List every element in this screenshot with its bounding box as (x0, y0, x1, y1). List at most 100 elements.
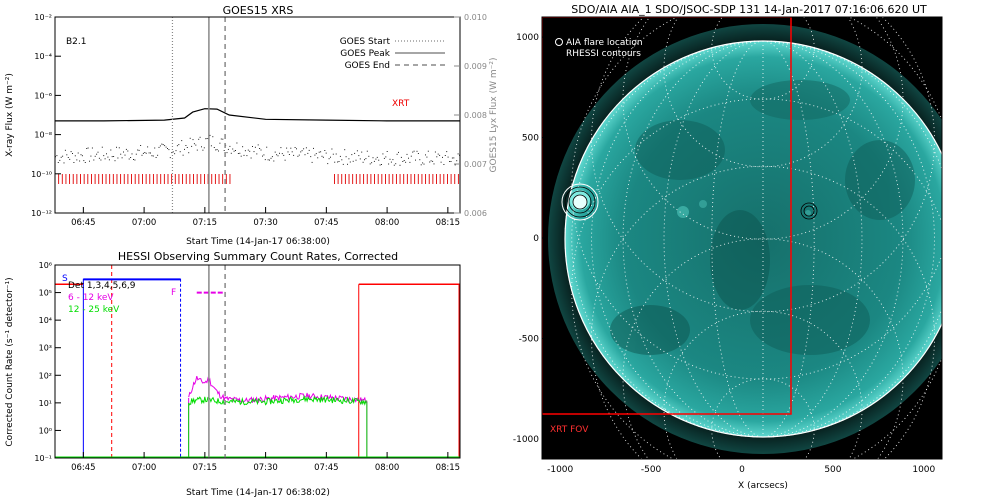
series-12-25-kev (188, 394, 368, 406)
lya-point (250, 157, 252, 159)
lya-point (157, 154, 159, 156)
lya-point (399, 164, 401, 166)
lya-point (155, 157, 157, 158)
lya-point (125, 148, 127, 150)
lya-point (274, 151, 276, 153)
lya-point (406, 153, 408, 155)
y2-tick-label: 0.008 (464, 111, 487, 120)
lya-point (290, 147, 292, 149)
lya-point (408, 157, 409, 159)
y-tick-label: 10⁻⁶ (34, 91, 52, 100)
lya-point (267, 159, 269, 161)
y-tick-label: 10⁻¹⁰ (31, 170, 52, 179)
lya-point (218, 150, 219, 152)
lya-point (108, 159, 110, 161)
lya-point (220, 138, 222, 140)
y-tick-label: 10⁶ (39, 261, 52, 270)
legend-det: Det 1,3,4,5,6,9 (68, 281, 136, 291)
lya-point (226, 152, 228, 154)
lya-point (152, 155, 154, 157)
lya-point (106, 153, 107, 155)
lya-point (457, 153, 459, 155)
lya-point (169, 157, 171, 159)
lya-point (123, 151, 124, 153)
lya-point (388, 163, 390, 165)
y-tick-label: 10² (39, 371, 52, 380)
lya-point (273, 160, 275, 162)
lya-point (188, 152, 190, 154)
hessi-legend: S Det 1,3,4,5,6,9 6 - 12 keV 12 - 25 keV… (62, 274, 176, 315)
lya-point (124, 154, 126, 156)
lya-point (240, 155, 242, 157)
lya-point (185, 145, 187, 146)
lya-point (216, 149, 218, 151)
lya-point (192, 139, 194, 141)
lya-point (128, 158, 130, 160)
y-tick-label: 10³ (39, 344, 52, 353)
lya-point (294, 147, 296, 148)
y-tick-label: 10⁵ (39, 289, 52, 298)
lya-point (432, 160, 434, 162)
lya-point (137, 149, 139, 151)
lya-point (179, 151, 181, 153)
lya-point (449, 161, 451, 162)
xrt-coverage-bars (54, 174, 459, 184)
xrt-fov-label: XRT FOV (550, 425, 589, 435)
lya-point (305, 147, 307, 149)
lya-point (269, 159, 270, 161)
lya-point (98, 157, 100, 159)
sdo-x-label: X (arcsecs) (738, 481, 788, 491)
lya-point (158, 146, 160, 148)
lya-point (288, 154, 290, 155)
lya-point (110, 149, 112, 151)
lya-point (356, 150, 358, 152)
lya-point (354, 152, 356, 154)
legend-6-12: 6 - 12 keV (68, 293, 114, 303)
lya-point (412, 151, 414, 153)
flare-location-marker (561, 183, 599, 221)
goes-legend: GOES Start GOES Peak GOES End (340, 37, 445, 71)
lya-point (159, 145, 161, 147)
lya-point (447, 156, 449, 158)
lya-point (280, 147, 282, 149)
lya-point (246, 155, 248, 157)
lya-point (114, 160, 116, 162)
lya-point (420, 164, 422, 166)
lya-point (178, 144, 180, 146)
lya-point (417, 153, 419, 154)
x-tick-label: 08:00 (375, 218, 400, 228)
lya-point (442, 156, 443, 158)
lya-point (87, 147, 89, 149)
lya-point (375, 158, 377, 160)
lya-point (101, 146, 103, 148)
lya-point (100, 159, 102, 161)
lya-point (296, 148, 297, 150)
sdo-y-axis: 1000 500 0 -500 -1000 (513, 33, 548, 445)
lya-point (430, 160, 432, 162)
lya-point (425, 154, 426, 156)
lya-point (257, 144, 259, 146)
lya-point (227, 148, 229, 150)
y-tick-label: 10⁻¹² (31, 209, 52, 218)
lya-point (232, 148, 234, 150)
lya-point (223, 150, 225, 151)
lya-point (382, 153, 384, 155)
goes-title: GOES15 XRS (223, 4, 294, 17)
lya-point (398, 151, 399, 153)
lya-point (347, 163, 348, 165)
lya-point (83, 160, 85, 162)
lya-point (229, 145, 231, 147)
lya-point (298, 154, 300, 156)
lya-point (198, 138, 200, 140)
lya-point (402, 161, 404, 162)
lya-point (307, 152, 309, 154)
lya-point (134, 159, 136, 161)
lya-point (369, 163, 371, 165)
lya-point (196, 149, 198, 151)
lya-point (181, 140, 183, 142)
lya-point (284, 159, 286, 161)
lya-point (422, 162, 424, 164)
legend-flare-symbol (555, 38, 563, 46)
lya-point (308, 149, 310, 151)
